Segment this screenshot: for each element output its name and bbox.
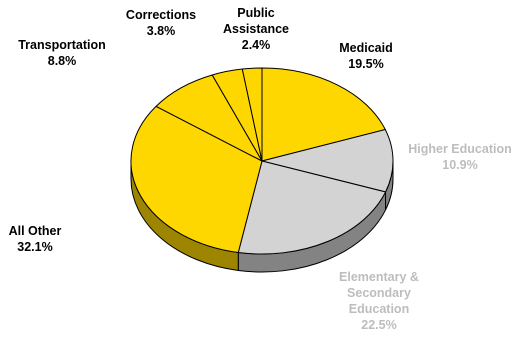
slice-value-corrections: 3.8%: [147, 24, 176, 38]
pie-slice-all-other: [130, 105, 263, 253]
pie-top-layer: [130, 67, 394, 255]
slice-value-public-assistance: 2.4%: [242, 38, 271, 52]
slice-label-all-other: All Other 32.1%: [9, 224, 62, 254]
slice-value-medicaid: 19.5%: [348, 57, 383, 71]
slice-label-elementary-and-secondary-education: Elementary & Secondary Education 22.5%: [339, 270, 419, 332]
pie-label-layer: Medicaid 19.5% Higher Education 10.9% Elemen…: [9, 6, 512, 332]
pie-slice-elementary-and-secondary-education: [237, 160, 387, 255]
pie-slice-medicaid: [261, 67, 386, 162]
slice-label-transportation: Transportation 8.8%: [18, 38, 106, 68]
slice-label-corrections: Corrections 3.8%: [126, 8, 196, 38]
slice-value-all-other: 32.1%: [17, 240, 52, 254]
slice-label-public-assistance: Public Assistance 2.4%: [223, 6, 289, 52]
pie-slice-higher-education: [261, 128, 394, 193]
pie-depth-layer: [130, 160, 394, 273]
slice-value-elementary-and-secondary-education: 22.5%: [361, 318, 396, 332]
slice-value-transportation: 8.8%: [48, 54, 77, 68]
pie-slice-public-assistance: [241, 67, 263, 162]
slice-label-medicaid: Medicaid 19.5%: [339, 41, 393, 71]
slice-value-higher-education: 10.9%: [442, 158, 477, 172]
slice-label-higher-education: Higher Education 10.9%: [408, 142, 511, 172]
